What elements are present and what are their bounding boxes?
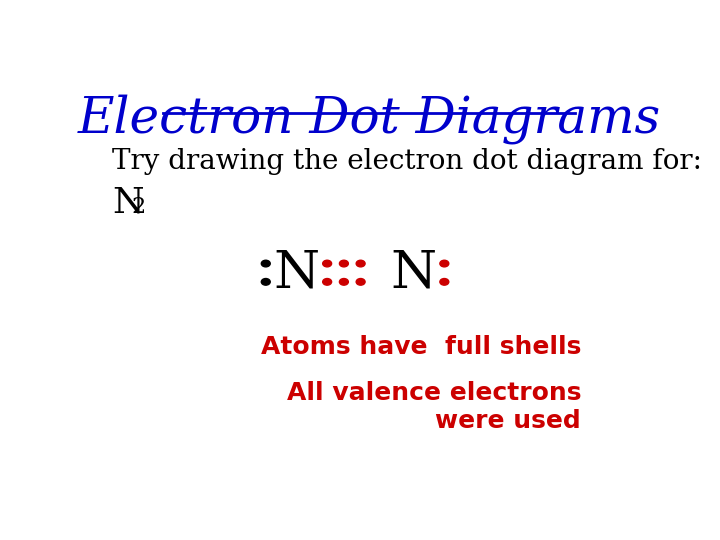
Text: All valence electrons
were used: All valence electrons were used [287,381,581,433]
Text: Try drawing the electron dot diagram for:: Try drawing the electron dot diagram for… [112,148,702,175]
Circle shape [440,279,449,285]
Circle shape [356,279,365,285]
Circle shape [440,260,449,267]
Text: 2: 2 [132,196,146,218]
Circle shape [323,260,332,267]
Text: N: N [112,185,144,219]
Text: Electron Dot Diagrams: Electron Dot Diagrams [78,94,660,144]
Text: N: N [390,247,437,298]
Text: N: N [274,247,320,298]
Circle shape [356,260,365,267]
Circle shape [339,279,348,285]
Circle shape [261,260,270,267]
Text: Atoms have  full shells: Atoms have full shells [261,335,581,359]
Circle shape [339,260,348,267]
Circle shape [323,279,332,285]
Circle shape [261,279,270,285]
